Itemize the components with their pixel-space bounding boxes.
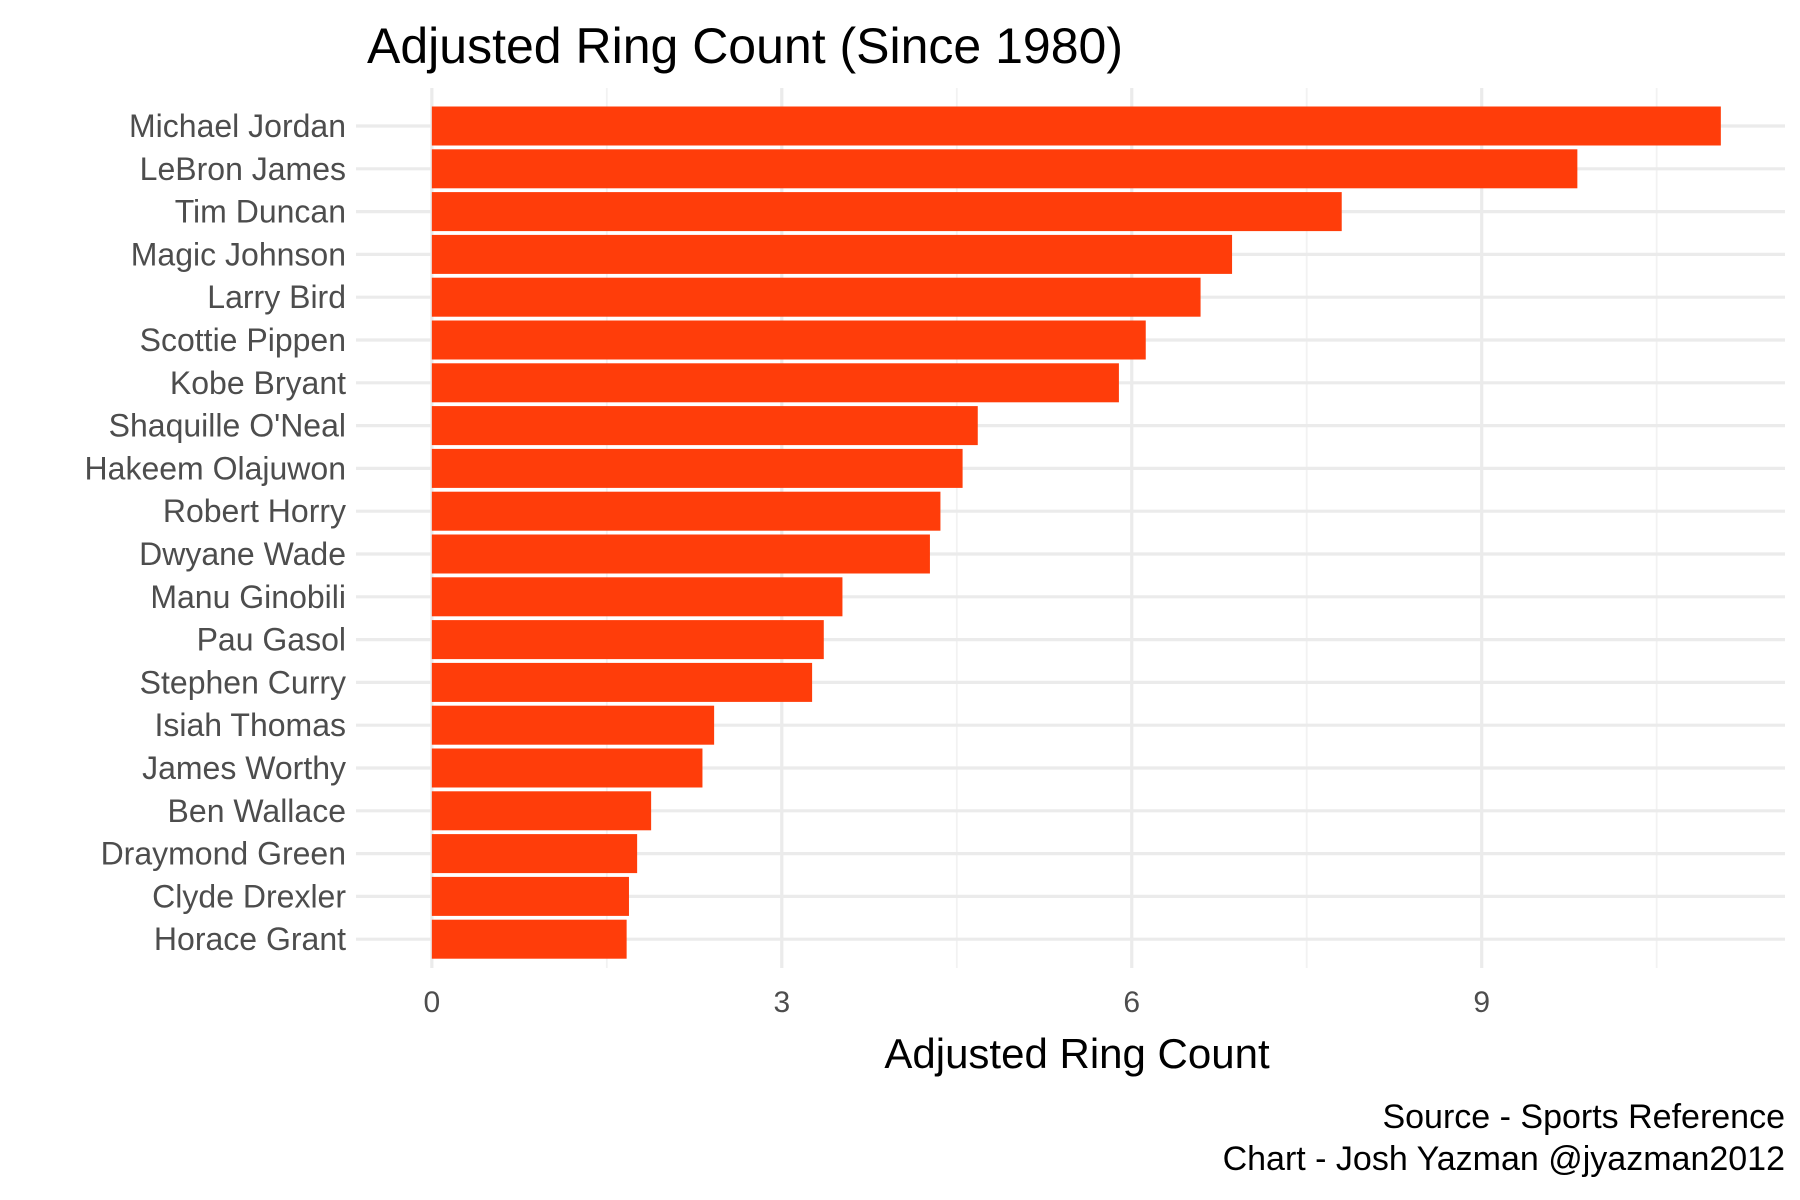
y-tick-label: Tim Duncan: [175, 194, 346, 230]
bar: [431, 406, 978, 446]
y-tick-label: Magic Johnson: [131, 236, 346, 272]
caption-credit: Chart - Josh Yazman @jyazman2012: [1223, 1140, 1785, 1178]
x-tick-label: 3: [773, 986, 790, 1019]
bar: [431, 748, 703, 788]
y-tick-label: Scottie Pippen: [140, 322, 346, 358]
bar: [431, 620, 824, 660]
y-tick-label: Robert Horry: [163, 493, 346, 529]
y-tick-label: Manu Ginobili: [150, 579, 346, 615]
y-tick-label: Michael Jordan: [129, 108, 346, 144]
y-tick-label: Stephen Curry: [140, 664, 346, 700]
y-tick-label: Pau Gasol: [197, 622, 346, 658]
bar: [431, 662, 813, 702]
x-tick-label: 0: [423, 986, 440, 1019]
bar: [431, 876, 629, 916]
y-tick-label: Hakeem Olajuwon: [85, 450, 346, 486]
bar: [431, 491, 941, 531]
chart-title: Adjusted Ring Count (Since 1980): [367, 18, 1123, 74]
y-tick-label: Dwyane Wade: [139, 536, 346, 572]
y-tick-label: Shaquille O'Neal: [109, 408, 346, 444]
bar: [431, 919, 627, 959]
bar: [431, 106, 1721, 146]
bar: [431, 192, 1342, 232]
y-tick-label: Kobe Bryant: [170, 365, 346, 401]
bar: [431, 234, 1233, 274]
bar-series: [431, 106, 1721, 959]
x-axis-tick-labels: 0 3 6 9: [423, 986, 1490, 1019]
x-tick-label: 6: [1123, 986, 1140, 1019]
y-tick-label: Clyde Drexler: [152, 878, 346, 914]
bar: [431, 149, 1578, 189]
y-tick-label: Horace Grant: [154, 921, 346, 957]
bar: [431, 705, 715, 745]
bar: [431, 577, 843, 617]
bar: [431, 448, 963, 488]
caption-source: Source - Sports Reference: [1382, 1098, 1785, 1136]
y-axis-tick-labels: Michael Jordan LeBron James Tim Duncan Magi…: [85, 108, 347, 957]
bar: [431, 534, 930, 574]
y-tick-label: James Worthy: [142, 750, 346, 786]
x-tick-label: 9: [1473, 986, 1490, 1019]
y-tick-label: Isiah Thomas: [155, 707, 347, 743]
y-tick-label: LeBron James: [140, 151, 346, 187]
bar: [431, 277, 1201, 317]
bar: [431, 791, 652, 831]
y-tick-label: Ben Wallace: [168, 793, 346, 829]
y-tick-label: Larry Bird: [207, 279, 346, 315]
bar: [431, 363, 1119, 403]
bar: [431, 320, 1146, 360]
y-tick-label: Draymond Green: [101, 836, 346, 872]
x-axis-title: Adjusted Ring Count: [884, 1030, 1270, 1077]
bar: [431, 834, 638, 874]
